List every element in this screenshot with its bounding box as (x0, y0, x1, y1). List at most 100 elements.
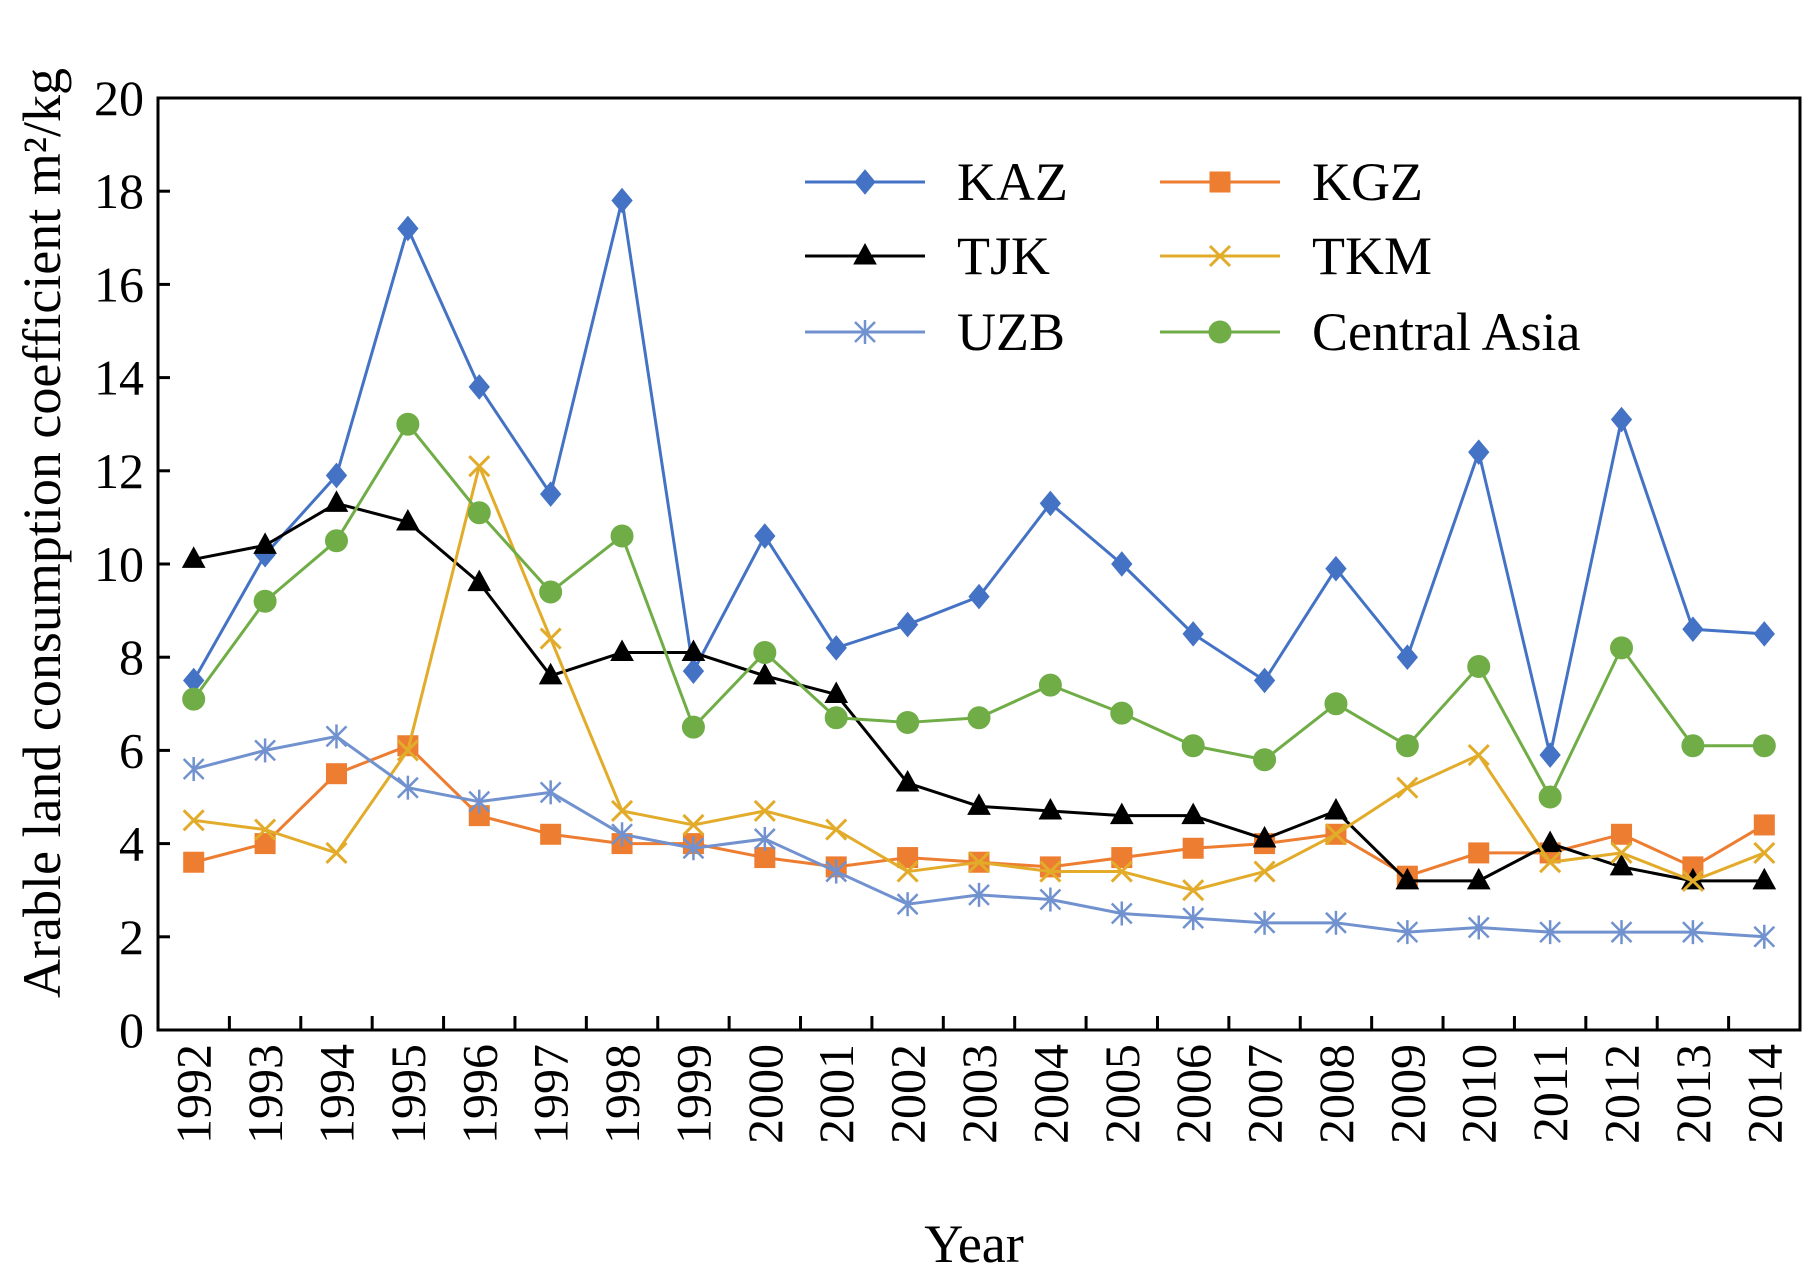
legend-item-central-asia: Central Asia (1160, 302, 1580, 362)
data-point-tkm (182, 809, 205, 832)
x-tick-label: 2003 (951, 1044, 1007, 1144)
x-tick-label: 1994 (308, 1044, 364, 1144)
data-point-tjk (1395, 867, 1420, 890)
data-point-tjk (1466, 867, 1491, 890)
y-tick-label: 4 (119, 816, 144, 872)
data-point-central-asia (1181, 734, 1205, 758)
data-point-uzb (1253, 910, 1276, 935)
data-point-tjk (1538, 830, 1562, 853)
data-point-uzb (254, 738, 276, 763)
data-point-tkm (967, 851, 991, 874)
data-point-kaz (1182, 621, 1204, 647)
data-point-kgz (1039, 856, 1061, 878)
data-point-central-asia (1110, 701, 1134, 725)
data-point-uzb (396, 775, 419, 800)
x-tick-label: 2009 (1379, 1044, 1435, 1144)
data-point-tjk (1609, 853, 1634, 876)
y-tick-label: 6 (119, 722, 144, 778)
series-line-central-asia (192, 422, 1765, 799)
data-point-kaz (1610, 406, 1633, 433)
legend-marker (854, 320, 876, 344)
data-point-uzb (611, 822, 633, 847)
data-point-uzb (1539, 920, 1562, 945)
data-point-uzb (1039, 887, 1062, 912)
y-tick-label: 10 (94, 536, 144, 592)
data-point-central-asia (396, 412, 420, 436)
data-point-tjk (396, 509, 420, 531)
data-point-kaz (754, 523, 776, 549)
data-point-tkm (539, 627, 562, 650)
data-point-tjk (1324, 797, 1348, 820)
data-point-central-asia (681, 715, 705, 739)
data-point-tjk (1752, 867, 1777, 890)
series-layer (181, 187, 1777, 949)
legend-label: UZB (957, 302, 1065, 362)
data-point-tkm (1039, 860, 1062, 883)
data-point-kaz (611, 187, 633, 214)
x-tick-label: 2002 (880, 1044, 936, 1144)
data-point-uzb (968, 882, 990, 907)
legend-label: KAZ (957, 152, 1068, 212)
data-point-central-asia (1681, 734, 1705, 758)
data-point-central-asia (753, 641, 777, 665)
data-point-kaz (682, 658, 705, 684)
legend-label: TJK (957, 226, 1050, 286)
data-point-uzb (468, 789, 491, 814)
data-point-kaz (325, 462, 348, 489)
data-point-kgz (1182, 837, 1204, 859)
data-point-uzb (1182, 906, 1205, 931)
data-point-central-asia (182, 687, 206, 711)
axes: 0 2 4 6 8 10 12 14 16 18 20 1992 1993 1994 1995 1996 199… (94, 70, 1802, 1144)
data-point-kaz (468, 374, 490, 400)
data-point-kaz (1468, 439, 1490, 465)
data-point-tkm (254, 818, 277, 841)
data-point-central-asia (467, 501, 491, 525)
data-point-tjk (681, 639, 706, 662)
data-point-kgz (1611, 823, 1633, 845)
series-kaz (183, 187, 1775, 768)
data-point-central-asia (896, 710, 920, 734)
data-point-tkm (1182, 879, 1205, 902)
data-point-kaz (1682, 616, 1704, 643)
x-tick-label: 1998 (594, 1044, 650, 1144)
data-point-central-asia (967, 706, 991, 730)
legend-item-tjk: TJK (805, 226, 1050, 286)
x-tick-label: 2007 (1237, 1044, 1293, 1144)
data-point-uzb (1325, 910, 1347, 935)
x-tick-label: 2005 (1094, 1044, 1150, 1144)
series-uzb (182, 724, 1776, 949)
y-tick-label: 18 (94, 163, 144, 219)
data-point-uzb (1467, 915, 1490, 940)
data-point-kgz (897, 847, 919, 869)
x-tick-label: 1992 (166, 1044, 222, 1144)
data-point-central-asia (610, 524, 634, 548)
legend-marker (853, 242, 877, 265)
data-point-kgz (254, 833, 276, 855)
data-point-tjk (610, 639, 634, 662)
x-tick-label: 1999 (665, 1044, 721, 1144)
data-point-uzb (182, 757, 205, 782)
data-point-kaz (825, 635, 847, 661)
y-axis-title: Arable land consumption coefficient m²/k… (12, 68, 72, 998)
data-point-tjk (1181, 802, 1206, 825)
data-point-kaz (896, 611, 919, 638)
data-point-tjk (181, 546, 206, 568)
x-tick-label: 2008 (1308, 1044, 1364, 1144)
series-central-asia (182, 412, 1776, 809)
data-point-central-asia (1752, 734, 1776, 758)
data-point-tjk (967, 793, 991, 815)
x-tick-label: 2013 (1665, 1044, 1721, 1144)
data-point-kaz (397, 215, 419, 242)
data-point-tjk (752, 662, 777, 685)
x-tick-label: 1996 (451, 1044, 507, 1144)
data-point-tkm (1396, 776, 1419, 799)
x-tick-label: 2001 (808, 1044, 864, 1144)
x-tick-label: 2014 (1736, 1044, 1792, 1144)
data-point-central-asia (1538, 785, 1562, 809)
data-point-kaz (1253, 667, 1276, 694)
data-point-kaz (540, 481, 562, 507)
x-tick-label: 2004 (1022, 1044, 1078, 1144)
data-point-tkm (468, 455, 491, 478)
y-tick-label: 2 (119, 909, 144, 965)
data-point-central-asia (1324, 692, 1348, 716)
